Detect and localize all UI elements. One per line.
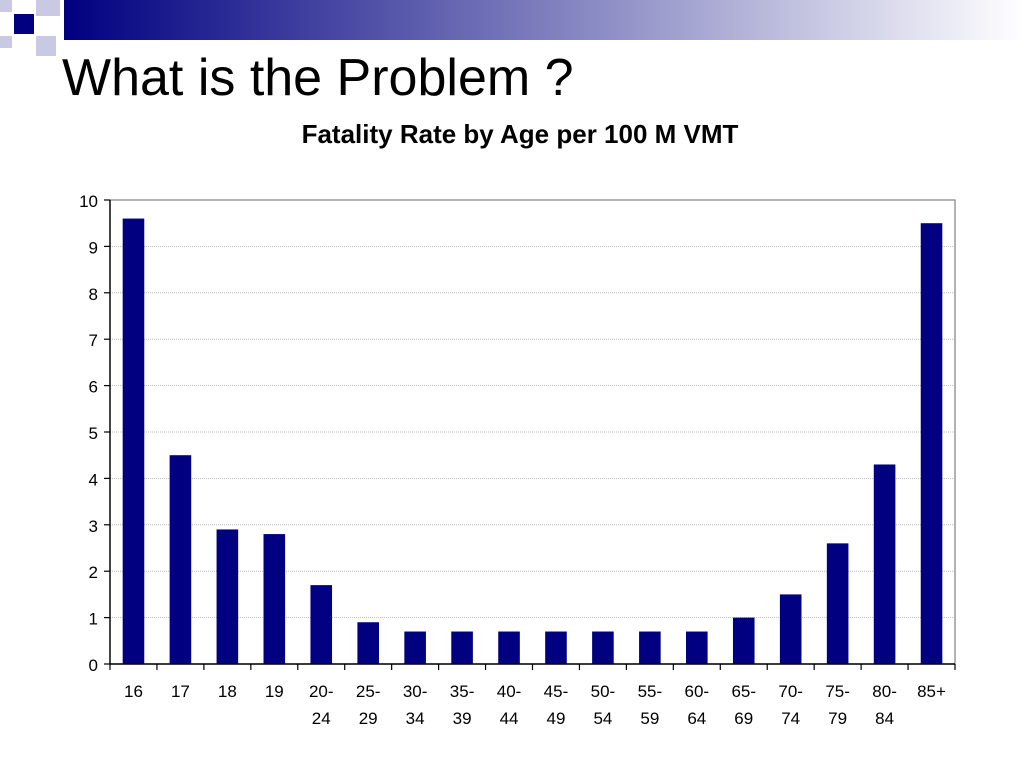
x-tick-label: 50- — [591, 682, 616, 701]
x-tick-label: 70- — [778, 682, 803, 701]
gridlines — [110, 245, 955, 618]
x-tick-label: 85+ — [917, 682, 946, 701]
x-tick-label: 49 — [547, 709, 566, 728]
deco-square-dark — [14, 14, 34, 34]
bar — [826, 543, 849, 664]
deco-square-light — [36, 0, 60, 16]
bar — [216, 529, 239, 664]
x-tick-label: 80- — [872, 682, 897, 701]
x-tick-label: 16 — [124, 682, 143, 701]
x-tick-label: 64 — [687, 709, 706, 728]
x-tick-label: 40- — [497, 682, 522, 701]
y-tick-label: 7 — [89, 331, 98, 350]
y-tick-label: 2 — [89, 563, 98, 582]
bar — [873, 464, 896, 664]
bars — [122, 218, 943, 664]
x-tick-label: 59 — [640, 709, 659, 728]
x-tick-label: 18 — [218, 682, 237, 701]
y-tick-label: 3 — [89, 517, 98, 536]
bar — [732, 617, 755, 664]
bar — [639, 631, 661, 664]
bar — [592, 631, 614, 664]
bar — [357, 622, 379, 664]
title-gradient-band — [64, 0, 1024, 40]
deco-square-light — [0, 0, 12, 12]
x-tick-label: 19 — [265, 682, 284, 701]
y-tick-label: 6 — [89, 378, 98, 397]
x-tick-label: 44 — [500, 709, 519, 728]
bar — [498, 631, 520, 664]
bar — [310, 585, 333, 664]
y-tick-label: 8 — [89, 285, 98, 304]
x-tick-label: 24 — [312, 709, 331, 728]
bar — [169, 455, 192, 664]
x-tick-label: 39 — [453, 709, 472, 728]
x-tick-label: 30- — [403, 682, 428, 701]
x-tick-label: 84 — [875, 709, 894, 728]
x-tick-label: 25- — [356, 682, 381, 701]
x-tick-label: 29 — [359, 709, 378, 728]
deco-square-light — [0, 36, 12, 48]
title-decoration — [0, 0, 1024, 56]
y-tick-label: 1 — [89, 610, 98, 629]
x-tick-label: 45- — [544, 682, 569, 701]
x-tick-label: 35- — [450, 682, 475, 701]
x-tick-label: 34 — [406, 709, 425, 728]
x-tick-label: 75- — [825, 682, 850, 701]
y-tick-label: 9 — [89, 238, 98, 257]
bar — [920, 223, 943, 664]
bar — [451, 631, 473, 664]
bar — [545, 631, 567, 664]
deco-square-light — [36, 36, 56, 56]
x-tick-label: 65- — [731, 682, 756, 701]
x-tick-label: 55- — [638, 682, 663, 701]
y-tick-label: 10 — [79, 192, 98, 211]
y-tick-label: 5 — [89, 424, 98, 443]
x-tick-label: 54 — [593, 709, 612, 728]
axes — [104, 199, 956, 670]
bar — [263, 534, 286, 664]
bar — [404, 631, 426, 664]
x-tick-label: 60- — [685, 682, 710, 701]
x-tick-label: 17 — [171, 682, 190, 701]
x-tick-label: 74 — [781, 709, 800, 728]
chart-title: Fatality Rate by Age per 100 M VMT — [302, 119, 739, 149]
x-tick-label: 69 — [734, 709, 753, 728]
bar — [686, 631, 708, 664]
y-tick-label: 4 — [89, 470, 98, 489]
x-tick-label: 79 — [828, 709, 847, 728]
bar — [779, 594, 802, 664]
x-tick-label: 20- — [309, 682, 334, 701]
bar — [122, 218, 145, 664]
slide-title: What is the Problem ? — [62, 49, 574, 107]
y-tick-label: 0 — [89, 656, 98, 675]
